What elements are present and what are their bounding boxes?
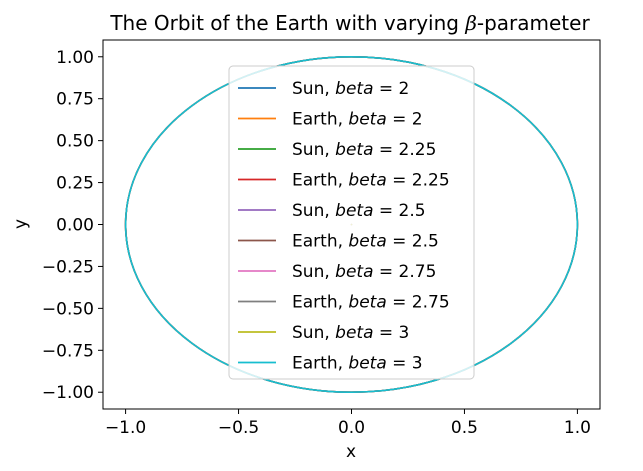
legend-label-6: Sun, beta = 2.75 xyxy=(292,262,436,282)
legend-label-3: Earth, beta = 2.25 xyxy=(292,171,450,191)
y-ticks: 1.00 0.75 0.50 0.25 0.00 −0.25 −0.50 −0.75 −1.00 xyxy=(42,48,103,403)
legend-label-5: Earth, beta = 2.5 xyxy=(292,232,439,252)
legend-label-7: Earth, beta = 2.75 xyxy=(292,293,450,313)
legend-label-4: Sun, beta = 2.5 xyxy=(292,201,426,221)
x-axis-label: x xyxy=(346,442,356,462)
legend-label-2: Sun, beta = 2.25 xyxy=(292,140,436,160)
legend-label-8: Sun, beta = 3 xyxy=(292,323,409,343)
title-suffix: -parameter xyxy=(477,11,591,35)
y-tick-label: 0.75 xyxy=(56,90,94,110)
legend-label-0: Sun, beta = 2 xyxy=(292,79,409,99)
y-tick-label: −0.50 xyxy=(42,299,94,319)
y-tick-label: −0.75 xyxy=(42,341,94,361)
chart-title: The Orbit of the Earth with varying β-pa… xyxy=(109,11,590,35)
x-tick-label: −0.5 xyxy=(218,418,259,438)
x-tick-label: 0.0 xyxy=(338,418,365,438)
x-tick-label: 0.5 xyxy=(451,418,478,438)
legend: Sun, beta = 2 Earth, beta = 2 Sun, beta = … xyxy=(228,65,475,380)
plot-frame xyxy=(102,39,601,410)
y-tick-label: 0.50 xyxy=(56,132,94,152)
series-layer xyxy=(124,55,579,394)
series-earth-orbit-9 xyxy=(124,55,579,394)
x-ticks: −1.0 −0.5 0.0 0.5 1.0 xyxy=(105,409,591,438)
x-tick-label: −1.0 xyxy=(105,418,146,438)
x-tick-label: 1.0 xyxy=(564,418,591,438)
y-tick-label: −1.00 xyxy=(42,383,94,403)
y-tick-label: 1.00 xyxy=(56,48,94,68)
y-axis-label: y xyxy=(11,219,31,229)
y-tick-label: −0.25 xyxy=(42,257,94,277)
y-tick-label: 0.25 xyxy=(56,174,94,194)
legend-box xyxy=(228,65,475,380)
title-symbol: β xyxy=(464,11,477,35)
y-tick-label: 0.00 xyxy=(56,216,94,236)
title-prefix: The Orbit of the Earth with varying xyxy=(109,11,465,35)
legend-label-1: Earth, beta = 2 xyxy=(292,110,423,130)
legend-label-9: Earth, beta = 3 xyxy=(292,354,423,374)
